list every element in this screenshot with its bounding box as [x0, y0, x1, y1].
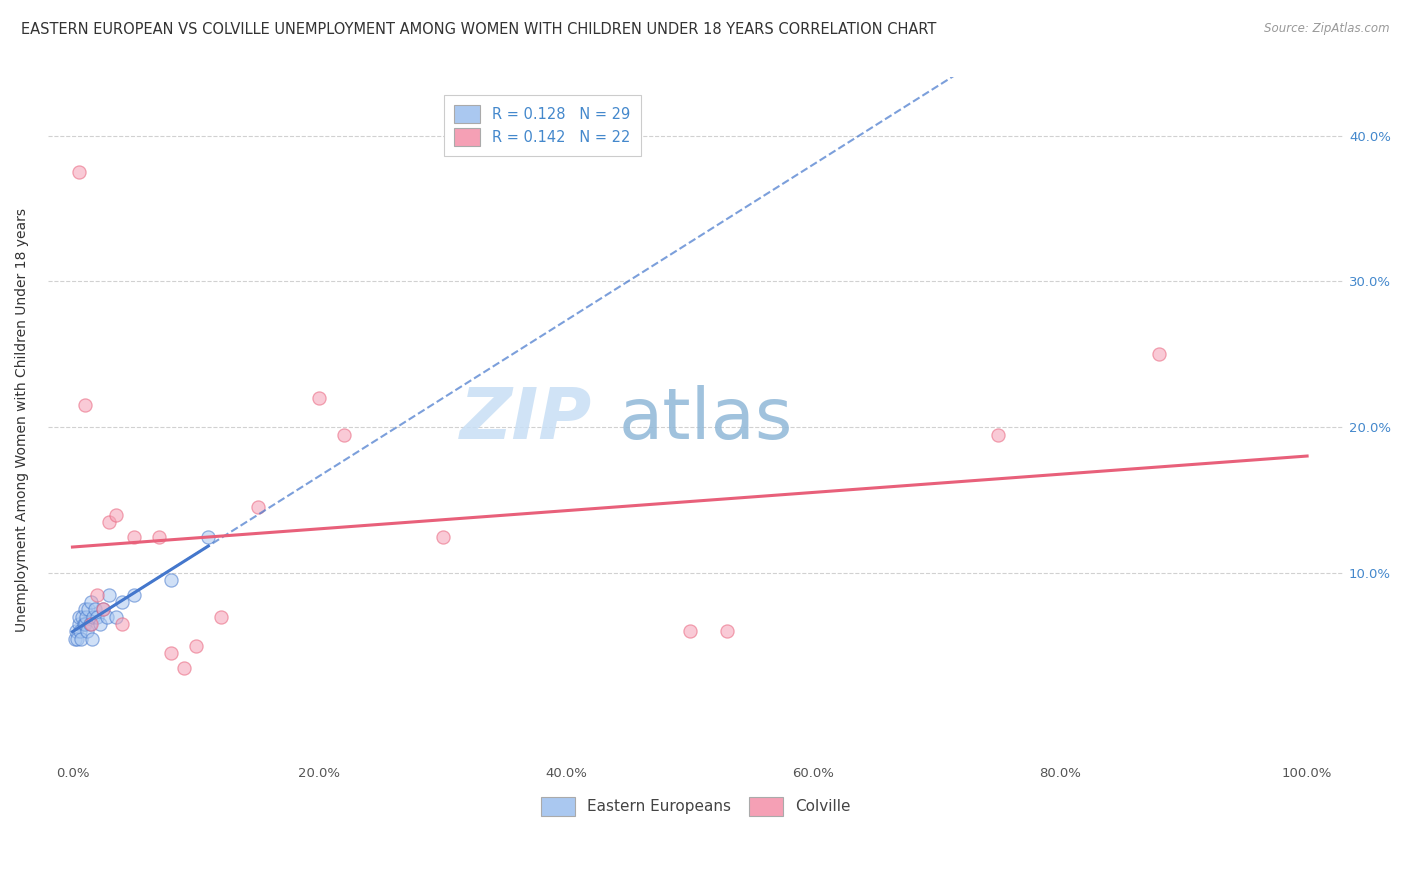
Point: [83, 602, 105, 616]
Point: [76, 624, 98, 639]
Point: [80, 595, 103, 609]
Text: ZIP: ZIP: [460, 385, 592, 454]
Point: [66, 632, 89, 646]
Y-axis label: Unemployment Among Women with Children Under 18 years: Unemployment Among Women with Children U…: [15, 208, 30, 632]
Point: [70, 632, 93, 646]
Point: [987, 427, 1010, 442]
Point: [73, 398, 96, 412]
Point: [69, 624, 91, 639]
Point: [98, 515, 121, 529]
Point: [67, 165, 90, 179]
Point: [111, 595, 134, 609]
Point: [86, 588, 108, 602]
Point: [73, 602, 96, 616]
Point: [308, 391, 330, 405]
Point: [184, 639, 207, 653]
Point: [63, 632, 86, 646]
Point: [122, 588, 145, 602]
Point: [333, 427, 356, 442]
Point: [91, 602, 114, 616]
Point: [679, 624, 702, 639]
Point: [160, 574, 183, 588]
Text: EASTERN EUROPEAN VS COLVILLE UNEMPLOYMENT AMONG WOMEN WITH CHILDREN UNDER 18 YEA: EASTERN EUROPEAN VS COLVILLE UNEMPLOYMEN…: [21, 22, 936, 37]
Point: [79, 617, 101, 632]
Point: [432, 529, 454, 543]
Point: [122, 529, 145, 543]
Point: [72, 617, 94, 632]
Point: [716, 624, 738, 639]
Point: [80, 617, 103, 632]
Point: [96, 609, 118, 624]
Point: [246, 500, 269, 515]
Point: [197, 529, 219, 543]
Point: [77, 602, 100, 616]
Point: [86, 609, 108, 624]
Point: [98, 588, 121, 602]
Point: [67, 609, 90, 624]
Point: [148, 529, 170, 543]
Text: Source: ZipAtlas.com: Source: ZipAtlas.com: [1264, 22, 1389, 36]
Point: [82, 609, 104, 624]
Point: [1147, 347, 1170, 361]
Point: [73, 617, 96, 632]
Point: [160, 646, 183, 660]
Point: [72, 609, 94, 624]
Point: [67, 617, 90, 632]
Point: [82, 632, 104, 646]
Legend: Eastern Europeans, Colville: Eastern Europeans, Colville: [533, 789, 858, 823]
Point: [104, 609, 127, 624]
Point: [111, 617, 134, 632]
Point: [209, 609, 232, 624]
Point: [91, 602, 114, 616]
Point: [104, 508, 127, 522]
Point: [65, 624, 87, 639]
Point: [75, 609, 97, 624]
Point: [89, 617, 111, 632]
Text: atlas: atlas: [619, 385, 793, 454]
Point: [173, 661, 195, 675]
